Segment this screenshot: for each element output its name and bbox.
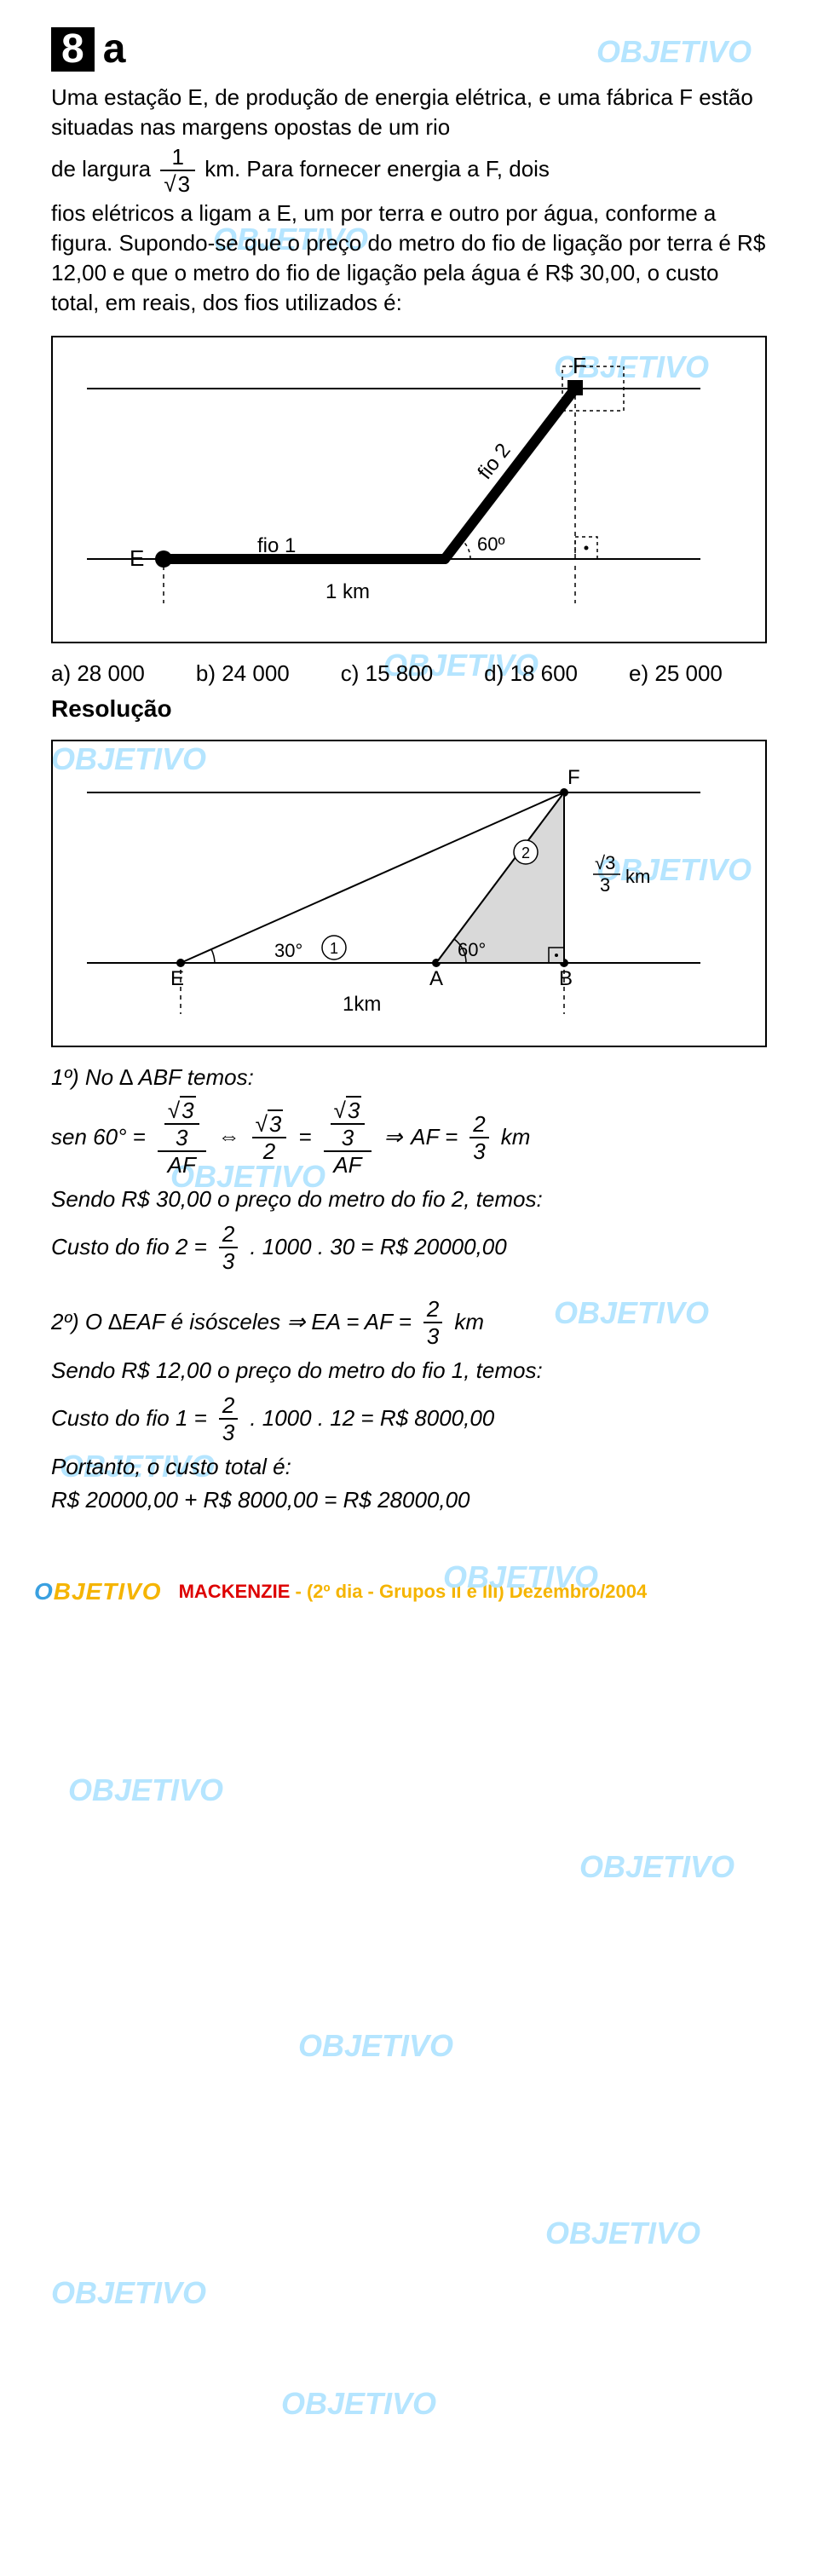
figure-1: F E fio 1 fio 2 60º 1 km (51, 336, 767, 643)
question-header: 8 a (51, 26, 767, 72)
custo-fio2: Custo do fio 2 = 2 3 . 1000 . 30 = R$ 20… (51, 1223, 767, 1272)
footer: OBJETIVO MACKENZIE - (2º dia - Grupos II… (0, 1570, 818, 1631)
para2: fios elétricos a ligam a E, um por terra… (51, 199, 767, 318)
alt-d: d) 18 600 (484, 660, 578, 687)
svg-text:E: E (170, 967, 184, 990)
portanto: Portanto, o custo total é: (51, 1452, 767, 1482)
fraction-width: 1 3 (160, 146, 195, 195)
svg-text:1: 1 (330, 940, 338, 957)
svg-text:√3: √3 (595, 852, 615, 873)
svg-text:fio 1: fio 1 (257, 534, 296, 557)
alt-c: c) 15 800 (341, 660, 433, 687)
svg-text:1km: 1km (343, 993, 381, 1016)
svg-text:F: F (567, 766, 580, 789)
alt-a: a) 28 000 (51, 660, 145, 687)
svg-text:km: km (625, 866, 650, 887)
svg-text:60°: 60° (458, 939, 486, 960)
question-number: 8 (51, 27, 95, 72)
alt-e: e) 25 000 (629, 660, 723, 687)
para1b: de largura 1 3 km. Para fornecer energia… (51, 146, 767, 195)
alt-b: b) 24 000 (196, 660, 290, 687)
figure-2: 1 2 F E A B 30° 60° √3 3 km 1km (51, 740, 767, 1047)
svg-text:1 km: 1 km (325, 580, 370, 603)
question-text: Uma estação E, de produção de energia el… (51, 83, 767, 319)
svg-text:30°: 30° (274, 940, 302, 961)
step2-title: 2º) O ∆EAF é isósceles ⇒ EA = AF = 2 3 k… (51, 1298, 767, 1347)
svg-text:A: A (429, 967, 443, 990)
total: R$ 20000,00 + R$ 8000,00 = R$ 28000,00 (51, 1485, 767, 1515)
resolution-header: Resolução (51, 695, 767, 723)
svg-text:60º: 60º (477, 533, 505, 555)
eq-sen60: sen 60° = 33 AF ⇔ 3 2 = 33 AF ⇒ AF = 2 3… (51, 1099, 767, 1176)
line-price12: Sendo R$ 12,00 o preço do metro do fio 1… (51, 1356, 767, 1386)
alternatives: a) 28 000 b) 24 000 c) 15 800 d) 18 600 … (51, 660, 767, 687)
svg-text:3: 3 (600, 874, 610, 896)
answer-letter: a (103, 26, 126, 72)
custo-fio1: Custo do fio 1 = 2 3 . 1000 . 12 = R$ 80… (51, 1394, 767, 1444)
svg-text:2: 2 (521, 844, 530, 862)
footer-logo: OBJETIVO (34, 1578, 162, 1605)
para1a: Uma estação E, de produção de energia el… (51, 83, 767, 142)
footer-text: MACKENZIE - (2º dia - Grupos II e III) D… (179, 1581, 648, 1603)
line-price30: Sendo R$ 30,00 o preço do metro do fio 2… (51, 1184, 767, 1214)
svg-text:B: B (559, 967, 573, 990)
svg-text:E: E (130, 545, 144, 571)
step1-title: 1º) No ∆ ABF temos: (51, 1064, 767, 1091)
